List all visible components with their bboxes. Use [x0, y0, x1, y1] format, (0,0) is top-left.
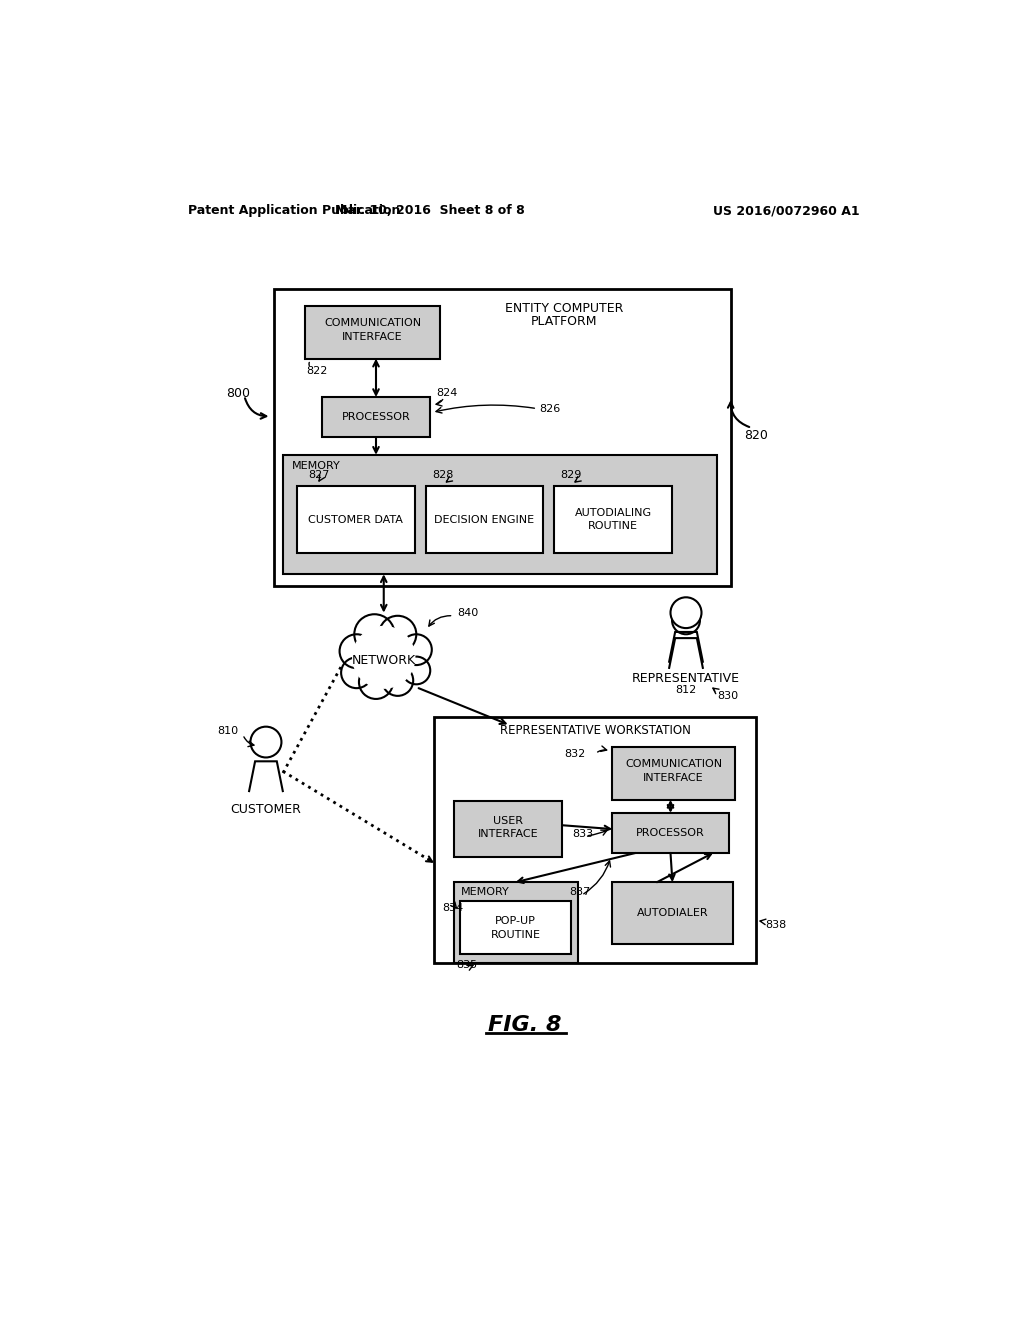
Circle shape [251, 726, 282, 758]
Bar [612, 813, 729, 853]
Text: INTERFACE: INTERFACE [342, 333, 402, 342]
Bar [454, 801, 562, 857]
Text: 800: 800 [226, 387, 250, 400]
Text: 826: 826 [539, 404, 560, 413]
Text: MEMORY: MEMORY [292, 461, 341, 471]
Text: REPRESENTATIVE WORKSTATION: REPRESENTATIVE WORKSTATION [500, 723, 690, 737]
Text: MEMORY: MEMORY [461, 887, 510, 898]
Text: Mar. 10, 2016  Sheet 8 of 8: Mar. 10, 2016 Sheet 8 of 8 [336, 205, 525, 218]
Text: ENTITY COMPUTER: ENTITY COMPUTER [505, 302, 624, 315]
Bar [434, 717, 756, 964]
Bar [305, 306, 440, 359]
Bar [460, 902, 571, 954]
Circle shape [402, 656, 430, 684]
Text: 820: 820 [743, 429, 768, 442]
Circle shape [352, 627, 415, 688]
Text: COMMUNICATION: COMMUNICATION [625, 759, 722, 770]
Text: 835: 835 [456, 961, 477, 970]
Text: NETWORK: NETWORK [351, 653, 416, 667]
Text: ROUTINE: ROUTINE [490, 929, 541, 940]
Bar [454, 882, 578, 964]
Text: US 2016/0072960 A1: US 2016/0072960 A1 [713, 205, 860, 218]
Text: 829: 829 [560, 470, 582, 480]
Text: POP-UP: POP-UP [495, 916, 536, 925]
Text: AUTODIALING: AUTODIALING [574, 508, 651, 517]
Text: INTERFACE: INTERFACE [643, 774, 703, 783]
Text: 822: 822 [306, 366, 328, 376]
Text: USER: USER [493, 816, 522, 825]
Bar [612, 747, 735, 800]
Text: CUSTOMER DATA: CUSTOMER DATA [308, 515, 403, 524]
Bar [612, 882, 732, 944]
Text: 840: 840 [458, 607, 478, 618]
Text: 838: 838 [765, 920, 786, 929]
Circle shape [379, 615, 417, 653]
Text: 830: 830 [717, 690, 738, 701]
Circle shape [350, 624, 417, 690]
Circle shape [400, 635, 432, 665]
Text: 827: 827 [308, 470, 330, 480]
Text: INTERFACE: INTERFACE [477, 829, 538, 838]
Text: FIG. 8: FIG. 8 [488, 1015, 561, 1035]
Text: 833: 833 [572, 829, 593, 838]
Text: 812: 812 [676, 685, 696, 694]
Bar [322, 397, 430, 437]
Text: Patent Application Publication: Patent Application Publication [188, 205, 400, 218]
Circle shape [341, 657, 372, 688]
Text: PLATFORM: PLATFORM [531, 315, 598, 329]
Text: COMMUNICATION: COMMUNICATION [324, 318, 421, 329]
Circle shape [672, 607, 700, 635]
Bar [426, 486, 544, 553]
Text: PROCESSOR: PROCESSOR [342, 412, 411, 422]
Text: 832: 832 [564, 748, 586, 759]
Bar [283, 455, 717, 574]
Circle shape [340, 635, 374, 668]
Text: AUTODIALER: AUTODIALER [637, 908, 709, 917]
Circle shape [382, 665, 414, 696]
Bar [297, 486, 415, 553]
Bar [273, 289, 731, 586]
Bar [554, 486, 672, 553]
Circle shape [354, 614, 394, 655]
Text: 837: 837 [569, 887, 591, 898]
Text: REPRESENTATIVE: REPRESENTATIVE [632, 672, 740, 685]
Text: 828: 828 [432, 470, 454, 480]
Circle shape [359, 665, 393, 700]
Text: ROUTINE: ROUTINE [588, 521, 638, 532]
Text: 824: 824 [436, 388, 458, 399]
Circle shape [671, 597, 701, 628]
Text: PROCESSOR: PROCESSOR [636, 828, 705, 838]
Text: 810: 810 [218, 726, 239, 735]
Text: DECISION ENGINE: DECISION ENGINE [434, 515, 535, 524]
Text: 834: 834 [442, 903, 463, 912]
Text: CUSTOMER: CUSTOMER [230, 804, 301, 816]
